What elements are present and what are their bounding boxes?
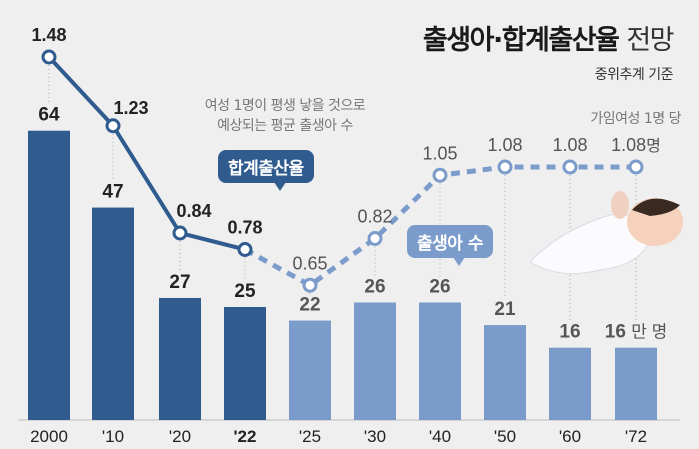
- bar-2: [159, 297, 201, 420]
- bar-label: 22: [299, 295, 320, 316]
- x-tick-label: '40: [429, 427, 451, 446]
- x-tick-label: '30: [364, 427, 386, 446]
- title-bold: 출생아·합계출산율: [422, 25, 620, 56]
- baby-illustration: [529, 191, 683, 275]
- bar-label: 25: [234, 281, 256, 302]
- rate-point-8: [562, 159, 578, 175]
- rate-label: 1.08: [552, 135, 587, 155]
- x-tick-label: 2000: [30, 427, 68, 446]
- x-tick-label: '10: [102, 427, 124, 446]
- bar-label: 16: [559, 322, 580, 343]
- bar-label: 21: [494, 299, 516, 320]
- rate-line-actual: [47, 55, 246, 252]
- rate-label: 1.08명: [611, 135, 661, 155]
- bar-label: 47: [102, 182, 123, 203]
- rate-label: 1.05: [422, 143, 457, 163]
- bar-label: 26: [429, 276, 450, 297]
- x-tick-label: '22: [234, 427, 257, 446]
- rate-label: 1.48: [31, 25, 66, 45]
- rate-point-5: [367, 231, 383, 246]
- rate-point-7: [497, 159, 513, 175]
- rate-point-1: [105, 118, 121, 134]
- bar-8: [549, 347, 591, 420]
- bar-3: [224, 307, 266, 420]
- rate-callout: 합계출산율: [218, 150, 314, 191]
- bar-label: 26: [364, 276, 385, 297]
- rate-point-3: [237, 242, 253, 257]
- title-light: 전망: [626, 25, 674, 56]
- chart-title: 출생아·합계출산율 전망: [422, 18, 675, 57]
- bar-0: [28, 130, 70, 420]
- rate-label: 0.84: [176, 201, 211, 221]
- bar-7: [484, 325, 526, 420]
- rate-label: 0.82: [357, 207, 392, 227]
- births-callout: 출생아 수: [407, 225, 493, 266]
- x-tick-label: '25: [299, 427, 321, 446]
- rate-label: 1.08: [487, 135, 522, 155]
- bar-9: [615, 347, 657, 420]
- rate-label: 0.65: [292, 253, 327, 273]
- x-tick-label: '72: [625, 427, 647, 446]
- rate-point-9: [628, 159, 644, 175]
- unit-note: 가임여성 1명 당: [590, 111, 681, 127]
- rate-point-6: [432, 167, 448, 183]
- bar-label: 27: [169, 272, 190, 293]
- bar-label: 64: [38, 105, 60, 126]
- rate-point-4: [302, 277, 318, 293]
- bar-6: [419, 302, 461, 420]
- chart-subtitle: 중위추계 기준: [594, 67, 674, 83]
- bar-label: 16 만 명: [605, 322, 667, 343]
- bar-1: [92, 207, 134, 420]
- x-tick-label: '20: [169, 427, 191, 446]
- rate-point-0: [41, 49, 57, 65]
- rate-label: 1.23: [113, 98, 148, 118]
- rate-point-2: [172, 225, 188, 241]
- x-tick-label: '60: [559, 427, 581, 446]
- rate-label: 0.78: [227, 218, 262, 238]
- bar-5: [354, 302, 396, 420]
- note-line1: 여성 1명이 평생 낳을 것으로: [204, 98, 366, 114]
- bar-4: [289, 320, 331, 420]
- x-tick-label: '50: [494, 427, 516, 446]
- note-line2: 예상되는 평균 출생아 수: [217, 118, 353, 134]
